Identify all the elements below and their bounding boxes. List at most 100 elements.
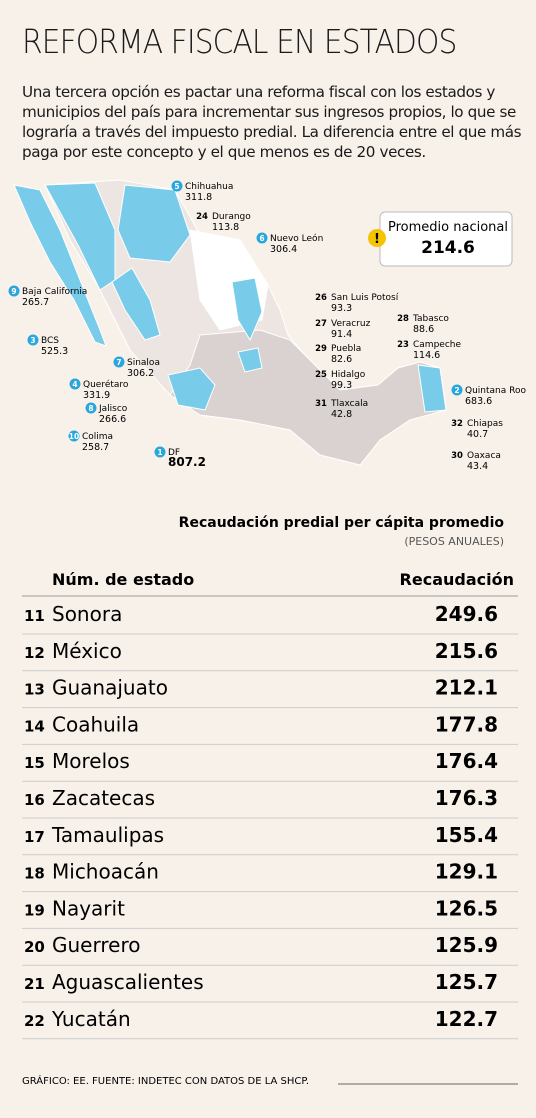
state-name: Oaxaca	[467, 451, 501, 461]
state-value: 306.2	[127, 368, 154, 379]
state-name: DF	[168, 448, 180, 458]
row-rank: 17	[24, 828, 45, 846]
state-name: Colima	[82, 432, 113, 442]
row-rank: 15	[24, 754, 45, 772]
rank: 27	[315, 319, 327, 329]
alert-icon	[368, 229, 386, 247]
rank: 24	[196, 212, 208, 222]
row-value: 249.6	[435, 602, 498, 626]
row-rank: 19	[24, 901, 45, 919]
state-value: 311.8	[185, 192, 212, 203]
average-label: Promedio nacional	[388, 220, 508, 235]
state-name: Durango	[212, 212, 251, 222]
table-title: Recaudación predial per cápita promedio	[179, 515, 505, 531]
state-value: 99.3	[331, 380, 352, 391]
rank-badge	[8, 285, 20, 297]
state-value: 266.6	[99, 414, 126, 425]
rank-badge	[85, 402, 97, 414]
average-value: 214.6	[421, 238, 475, 258]
state-value: 113.8	[212, 222, 239, 233]
row-rank: 12	[24, 644, 45, 662]
row-state: Yucatán	[51, 1007, 131, 1031]
row-rank: 22	[24, 1012, 45, 1030]
row-state: Zacatecas	[52, 786, 155, 810]
rank: 10	[69, 432, 79, 441]
row-state: Aguascalientes	[52, 970, 204, 994]
state-value: 114.6	[413, 350, 440, 361]
average-box: ! Promedio nacional 214.6	[368, 211, 513, 267]
rank: 31	[315, 399, 327, 409]
rank-badge	[27, 334, 39, 346]
state-value: 807.2	[168, 455, 206, 469]
state-name: Sinaloa	[127, 358, 160, 368]
map	[13, 179, 447, 466]
row-value: 155.4	[435, 823, 498, 847]
nuevo-leon	[231, 277, 263, 342]
row-value: 125.9	[435, 933, 498, 957]
sinaloa	[111, 267, 161, 341]
rank-badge	[68, 430, 80, 442]
rank: 23	[397, 340, 409, 350]
row-state: Guanajuato	[52, 676, 168, 700]
row-state: Tamaulipas	[51, 823, 164, 847]
column-header: Núm. de estado	[52, 570, 194, 589]
row-rank: 21	[24, 975, 45, 993]
state-name: Quintana Roo	[465, 386, 526, 396]
rank: 7	[116, 358, 121, 367]
column-header: Recaudación	[400, 570, 514, 589]
state-value: 265.7	[22, 297, 49, 308]
row-value: 126.5	[435, 896, 498, 920]
jalisco	[167, 367, 216, 411]
row-value: 177.8	[435, 712, 498, 736]
rank: 1	[157, 448, 162, 457]
row-rank: 16	[24, 791, 45, 809]
row-rank: 14	[24, 717, 45, 735]
row-state: Guerrero	[52, 933, 140, 957]
rank-badge	[171, 180, 183, 192]
rank: 30	[451, 451, 463, 461]
quintana-roo	[417, 364, 447, 413]
row-rank: 11	[24, 607, 45, 625]
rank-badge	[113, 356, 125, 368]
state-value: 88.6	[413, 324, 434, 335]
state-value: 42.8	[331, 409, 352, 420]
rank: 25	[315, 370, 327, 380]
state-value: 683.6	[465, 396, 492, 407]
rank: 3	[30, 336, 35, 345]
rank: 2	[454, 386, 459, 395]
row-value: 125.7	[435, 970, 498, 994]
row-state: México	[52, 639, 122, 663]
rank: 32	[451, 419, 463, 429]
footer: GRÁFICO: EE. FUENTE: INDETEC CON DATOS D…	[22, 1074, 309, 1087]
rank: 6	[259, 234, 264, 243]
rank: 4	[72, 380, 77, 389]
row-state: Michoacán	[52, 860, 159, 884]
state-value: 40.7	[467, 429, 488, 440]
rank: 28	[397, 314, 409, 324]
state-value: 525.3	[41, 346, 68, 357]
state-name: Hidalgo	[331, 370, 366, 380]
state-value: 331.9	[83, 390, 110, 401]
rank: 26	[315, 293, 327, 303]
table-subtitle: (PESOS ANUALES)	[404, 535, 504, 548]
state-name: Nuevo León	[270, 233, 323, 244]
state-name: Tlaxcala	[330, 399, 368, 409]
state-name: Campeche	[413, 340, 461, 350]
rank: 5	[174, 182, 179, 191]
rank: 8	[88, 404, 93, 413]
state-value: 82.6	[331, 354, 352, 365]
state-name: Querétaro	[83, 379, 129, 390]
state-name: Puebla	[331, 344, 361, 354]
state-value: 93.3	[331, 303, 352, 314]
row-state: Nayarit	[52, 896, 125, 920]
alert-mark: !	[374, 232, 380, 247]
row-rank: 13	[24, 681, 45, 699]
row-rank: 20	[24, 938, 45, 956]
state-name: San Luis Potosí	[331, 293, 399, 303]
rank: 29	[315, 344, 327, 354]
row-value: 122.7	[435, 1007, 498, 1031]
state-name: Baja California	[22, 287, 87, 297]
row-value: 176.4	[435, 749, 498, 773]
